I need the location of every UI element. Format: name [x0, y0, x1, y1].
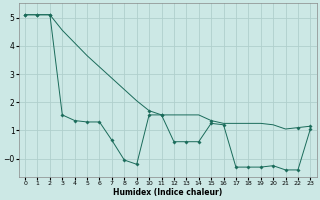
X-axis label: Humidex (Indice chaleur): Humidex (Indice chaleur)	[113, 188, 222, 197]
